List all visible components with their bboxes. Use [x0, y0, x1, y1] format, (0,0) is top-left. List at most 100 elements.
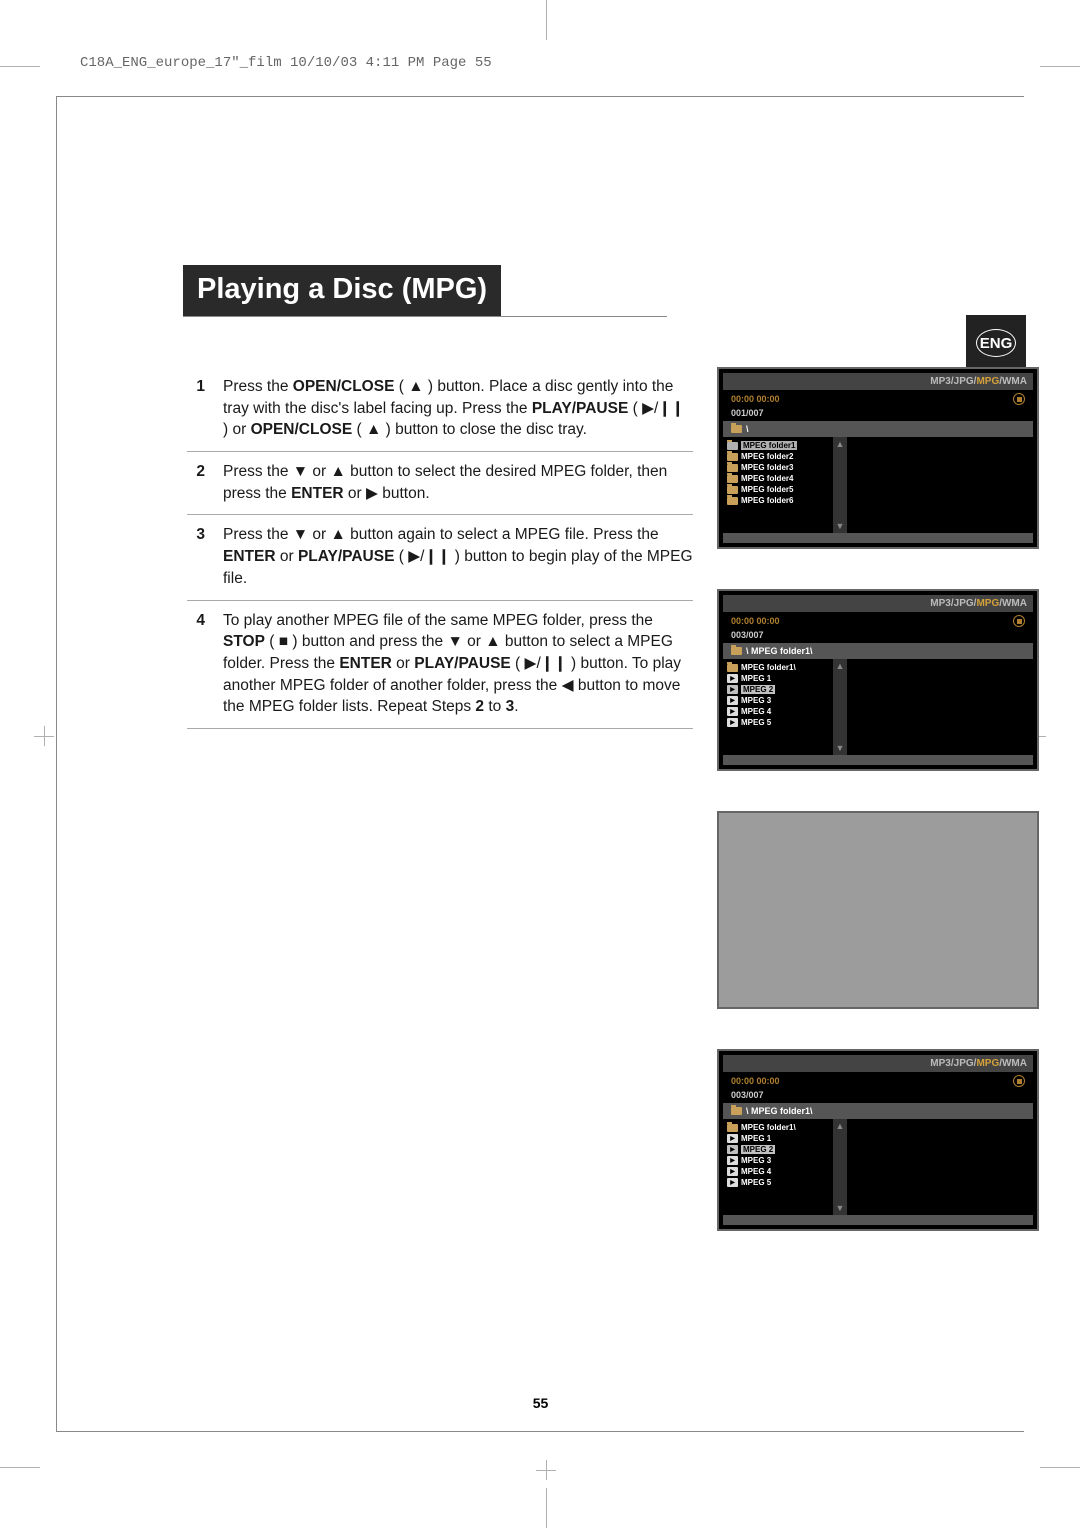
file-item: ▶MPEG 2 [727, 1145, 829, 1154]
time-display: 00:00 00:00 [731, 1076, 1013, 1086]
step-body: Press the OPEN/CLOSE ( ▲ ) button. Place… [223, 376, 693, 441]
folder-item: MPEG folder1\ [727, 663, 829, 672]
file-icon: ▶ [727, 718, 738, 727]
step-body: Press the ▼ or ▲ button again to select … [223, 524, 693, 589]
folder-icon [727, 453, 738, 461]
item-label: MPEG 1 [741, 1134, 771, 1143]
title-bar: Playing a Disc (MPG) [183, 265, 667, 317]
step-number: 4 [187, 610, 223, 718]
stop-icon [1013, 615, 1025, 627]
item-label: MPEG folder5 [741, 485, 793, 494]
item-label: MPEG folder6 [741, 496, 793, 505]
item-label: MPEG folder3 [741, 463, 793, 472]
screen-header: MP3/JPG/MPG/WMA [723, 373, 1033, 390]
file-list: MPEG folder1\▶MPEG 1▶MPEG 2▶MPEG 3▶MPEG … [723, 659, 833, 755]
item-label: MPEG 4 [741, 707, 771, 716]
scrollbar: ▲ ▼ [833, 437, 847, 533]
item-label: MPEG folder1\ [741, 1123, 796, 1132]
preview-pane [847, 659, 1033, 755]
time-display: 00:00 00:00 [731, 616, 1013, 626]
item-label: MPEG 1 [741, 674, 771, 683]
folder-icon [727, 1124, 738, 1132]
folder-icon [731, 425, 742, 433]
file-icon: ▶ [727, 696, 738, 705]
item-label: MPEG 5 [741, 718, 771, 727]
step-body: Press the ▼ or ▲ button to select the de… [223, 461, 693, 504]
stop-icon [1013, 393, 1025, 405]
instruction-step: 1Press the OPEN/CLOSE ( ▲ ) button. Plac… [187, 367, 693, 452]
file-icon: ▶ [727, 707, 738, 716]
scroll-down-icon: ▼ [836, 743, 845, 753]
step-body: To play another MPEG file of the same MP… [223, 610, 693, 718]
page-title: Playing a Disc (MPG) [183, 265, 501, 316]
path-bar: \ MPEG folder1\ [723, 1103, 1033, 1119]
file-item: ▶MPEG 3 [727, 696, 829, 705]
file-icon: ▶ [727, 1134, 738, 1143]
item-label: MPEG folder4 [741, 474, 793, 483]
file-icon: ▶ [727, 1145, 738, 1154]
scrollbar: ▲ ▼ [833, 659, 847, 755]
item-label: MPEG 2 [741, 685, 775, 694]
item-label: MPEG folder2 [741, 452, 793, 461]
screen-header: MP3/JPG/MPG/WMA [723, 595, 1033, 612]
file-item: ▶MPEG 5 [727, 1178, 829, 1187]
path-bar: \ MPEG folder1\ [723, 643, 1033, 659]
file-item: ▶MPEG 4 [727, 707, 829, 716]
scroll-up-icon: ▲ [836, 439, 845, 449]
instruction-step: 3Press the ▼ or ▲ button again to select… [187, 515, 693, 600]
time-display: 00:00 00:00 [731, 394, 1013, 404]
folder-item: MPEG folder1 [727, 441, 829, 450]
instruction-step: 4To play another MPEG file of the same M… [187, 601, 693, 729]
scroll-down-icon: ▼ [836, 1203, 845, 1213]
screen-files-repeat: MP3/JPG/MPG/WMA 00:00 00:00 003/007 \ MP… [717, 1049, 1039, 1231]
item-label: MPEG 5 [741, 1178, 771, 1187]
scroll-up-icon: ▲ [836, 1121, 845, 1131]
file-item: ▶MPEG 4 [727, 1167, 829, 1176]
item-label: MPEG 2 [741, 1145, 775, 1154]
item-label: MPEG folder1\ [741, 663, 796, 672]
file-icon: ▶ [727, 674, 738, 683]
folder-icon [727, 464, 738, 472]
file-icon: ▶ [727, 1167, 738, 1176]
language-badge: ENG [966, 315, 1026, 371]
item-label: MPEG 3 [741, 1156, 771, 1165]
item-label: MPEG 4 [741, 1167, 771, 1176]
file-item: ▶MPEG 1 [727, 674, 829, 683]
file-item: ▶MPEG 1 [727, 1134, 829, 1143]
item-label: MPEG folder1 [741, 441, 797, 450]
folder-icon [727, 442, 738, 450]
stop-icon [1013, 1075, 1025, 1087]
track-counter: 003/007 [723, 630, 1033, 643]
step-number: 2 [187, 461, 223, 504]
step-number: 3 [187, 524, 223, 589]
instructions-list: 1Press the OPEN/CLOSE ( ▲ ) button. Plac… [187, 367, 693, 729]
file-item: ▶MPEG 2 [727, 685, 829, 694]
item-label: MPEG 3 [741, 696, 771, 705]
instruction-step: 2Press the ▼ or ▲ button to select the d… [187, 452, 693, 515]
folder-icon [731, 647, 742, 655]
scrollbar: ▲ ▼ [833, 1119, 847, 1215]
page-frame: ENG Playing a Disc (MPG) 1Press the OPEN… [56, 96, 1024, 1432]
folder-list: MPEG folder1 MPEG folder2 MPEG folder3 MPEG… [723, 437, 833, 533]
folder-icon [731, 1107, 742, 1115]
path-bar: \ [723, 421, 1033, 437]
screen-files: MP3/JPG/MPG/WMA 00:00 00:00 003/007 \ MP… [717, 589, 1039, 771]
file-list: MPEG folder1\▶MPEG 1▶MPEG 2▶MPEG 3▶MPEG … [723, 1119, 833, 1215]
folder-item: MPEG folder5 [727, 485, 829, 494]
folder-item: MPEG folder3 [727, 463, 829, 472]
file-icon: ▶ [727, 1178, 738, 1187]
track-counter: 001/007 [723, 408, 1033, 421]
file-icon: ▶ [727, 685, 738, 694]
folder-item: MPEG folder2 [727, 452, 829, 461]
page-number: 55 [533, 1395, 549, 1411]
folder-item: MPEG folder6 [727, 496, 829, 505]
folder-icon [727, 486, 738, 494]
screen-folders: MP3/JPG/MPG/WMA 00:00 00:00 001/007 \ MP… [717, 367, 1039, 549]
file-item: ▶MPEG 3 [727, 1156, 829, 1165]
screenshot-column: MP3/JPG/MPG/WMA 00:00 00:00 001/007 \ MP… [717, 367, 1039, 1231]
file-item: ▶MPEG 5 [727, 718, 829, 727]
preview-pane [847, 437, 1033, 533]
folder-icon [727, 475, 738, 483]
scroll-up-icon: ▲ [836, 661, 845, 671]
folder-item: MPEG folder1\ [727, 1123, 829, 1132]
